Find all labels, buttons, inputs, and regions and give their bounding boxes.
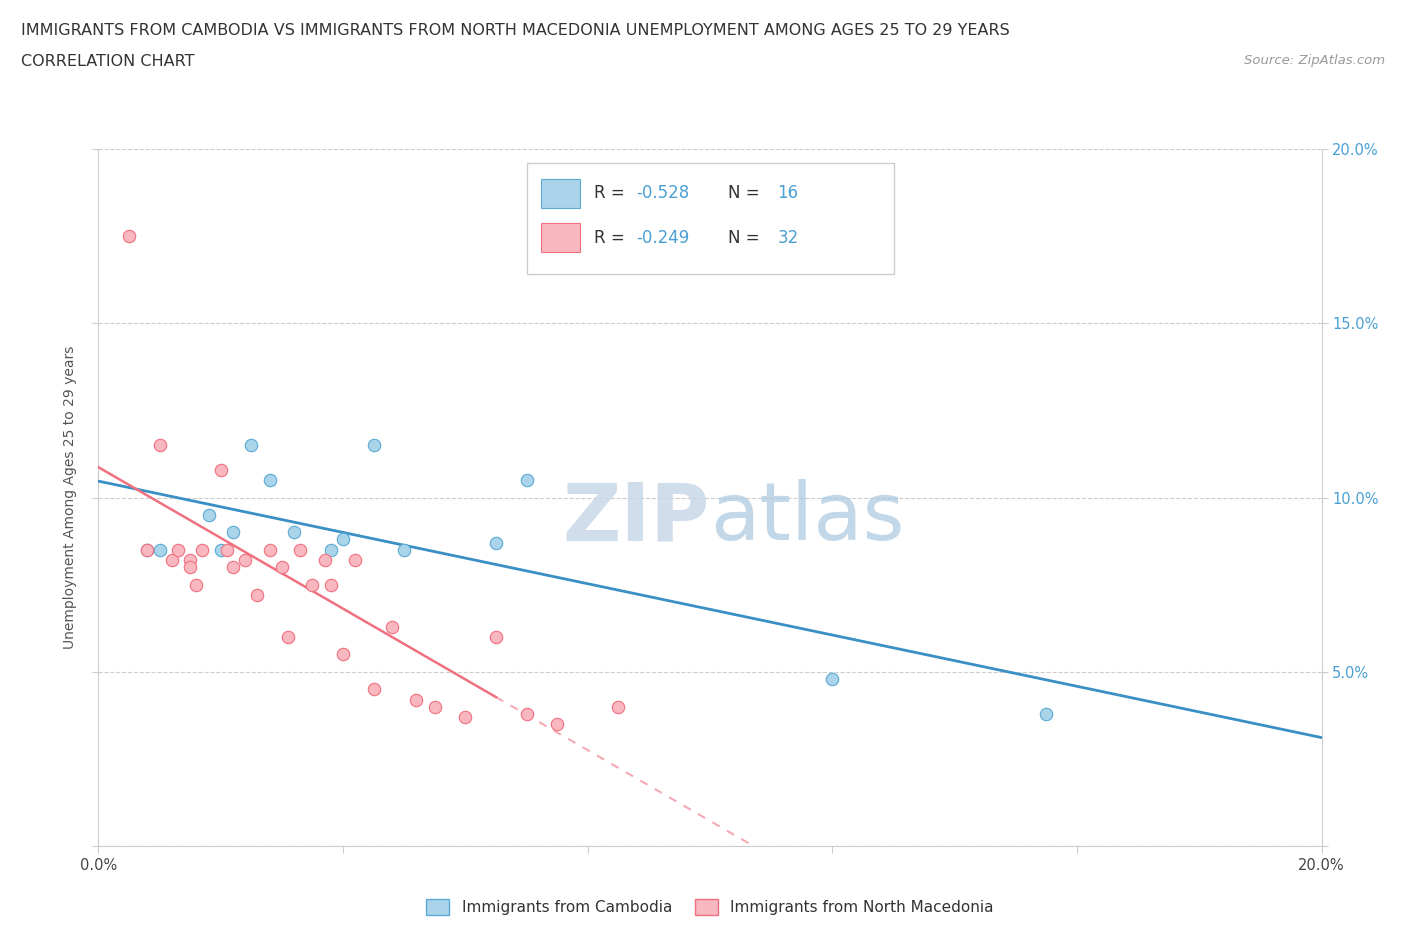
Point: [332, 647, 354, 662]
FancyBboxPatch shape: [526, 163, 893, 274]
Point: [821, 671, 844, 686]
Point: [332, 532, 354, 547]
Point: [191, 542, 214, 557]
Point: [290, 542, 312, 557]
Point: [222, 525, 245, 540]
Point: [546, 717, 568, 732]
Point: [314, 552, 336, 567]
Point: [246, 588, 269, 603]
Point: [240, 438, 263, 453]
Point: [344, 552, 367, 567]
Point: [136, 542, 159, 557]
Text: N =: N =: [728, 184, 765, 203]
Point: [423, 699, 446, 714]
Point: [485, 536, 508, 551]
Point: [167, 542, 190, 557]
Point: [363, 438, 385, 453]
Point: [516, 707, 538, 722]
Text: CORRELATION CHART: CORRELATION CHART: [21, 54, 194, 69]
Point: [209, 542, 232, 557]
Point: [516, 472, 538, 487]
Point: [179, 560, 201, 575]
Point: [222, 560, 245, 575]
Point: [363, 682, 385, 697]
Point: [259, 472, 281, 487]
Text: -0.249: -0.249: [637, 229, 690, 247]
Point: [118, 229, 141, 244]
Text: N =: N =: [728, 229, 765, 247]
Point: [197, 508, 219, 523]
Point: [1035, 707, 1057, 722]
Point: [283, 525, 305, 540]
Point: [160, 552, 183, 567]
Point: [301, 578, 323, 592]
Point: [319, 542, 342, 557]
Text: IMMIGRANTS FROM CAMBODIA VS IMMIGRANTS FROM NORTH MACEDONIA UNEMPLOYMENT AMONG A: IMMIGRANTS FROM CAMBODIA VS IMMIGRANTS F…: [21, 23, 1010, 38]
Point: [149, 542, 172, 557]
Point: [319, 578, 342, 592]
Y-axis label: Unemployment Among Ages 25 to 29 years: Unemployment Among Ages 25 to 29 years: [63, 346, 77, 649]
Text: ZIP: ZIP: [562, 480, 710, 557]
Point: [270, 560, 292, 575]
Text: -0.528: -0.528: [637, 184, 690, 203]
Text: 16: 16: [778, 184, 799, 203]
Point: [607, 699, 630, 714]
Point: [381, 619, 404, 634]
Point: [186, 578, 208, 592]
Point: [179, 552, 201, 567]
Text: Source: ZipAtlas.com: Source: ZipAtlas.com: [1244, 54, 1385, 67]
FancyBboxPatch shape: [541, 179, 581, 208]
Point: [149, 438, 172, 453]
Point: [405, 692, 427, 708]
Text: R =: R =: [593, 184, 630, 203]
Point: [277, 630, 299, 644]
Point: [259, 542, 281, 557]
FancyBboxPatch shape: [541, 223, 581, 252]
Text: R =: R =: [593, 229, 630, 247]
Point: [215, 542, 238, 557]
Point: [454, 710, 477, 724]
Point: [136, 542, 159, 557]
Text: 32: 32: [778, 229, 799, 247]
Point: [392, 542, 416, 557]
Legend: Immigrants from Cambodia, Immigrants from North Macedonia: Immigrants from Cambodia, Immigrants fro…: [426, 899, 994, 915]
Point: [233, 552, 256, 567]
Text: atlas: atlas: [710, 480, 904, 557]
Point: [209, 462, 232, 477]
Point: [485, 630, 508, 644]
